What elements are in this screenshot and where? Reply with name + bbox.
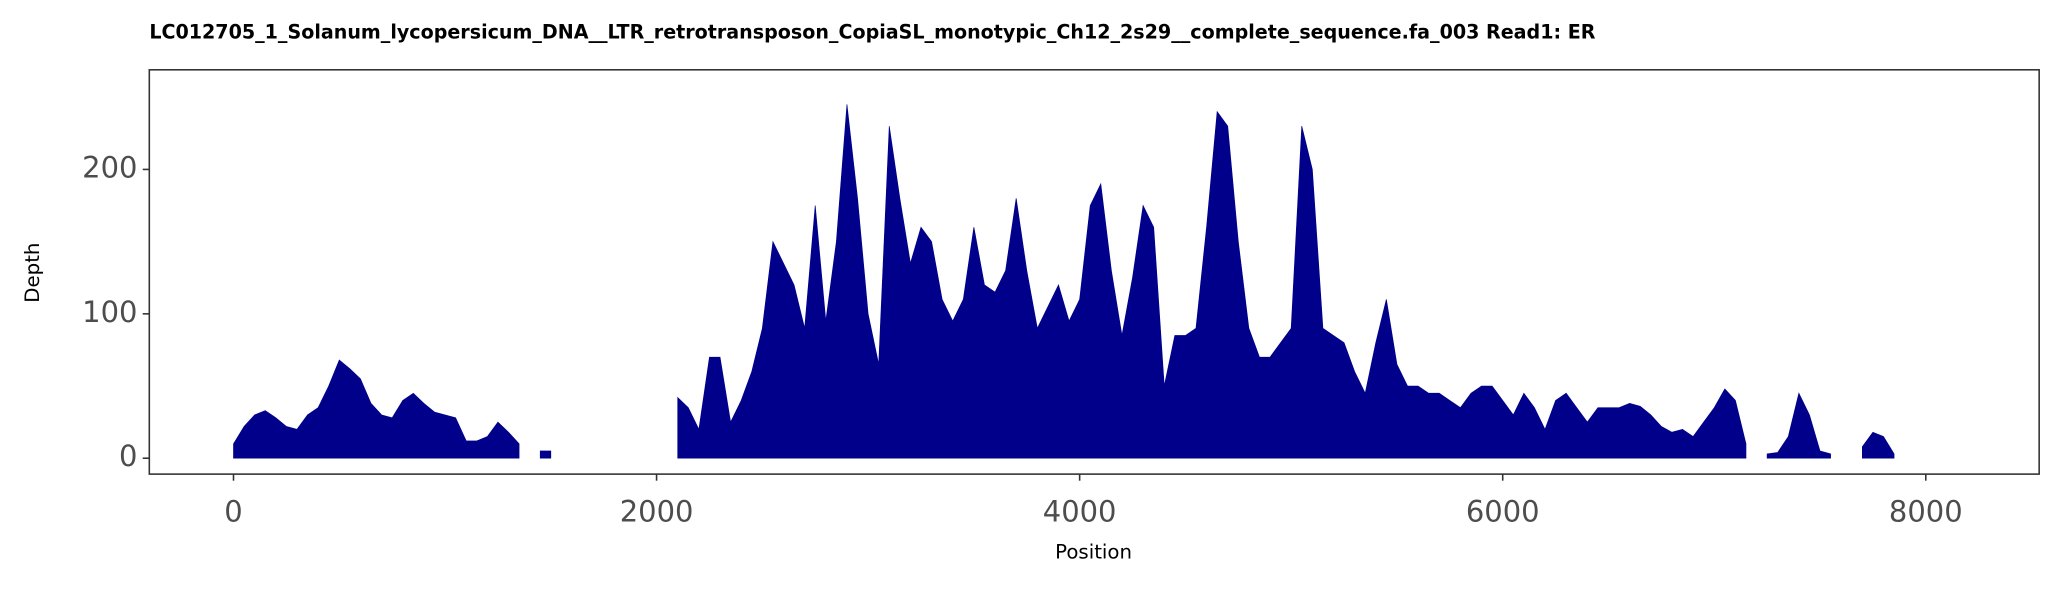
y-axis-label: Depth (21, 243, 44, 303)
x-axis-label: Position (1055, 541, 1132, 564)
y-tick-label: 0 (119, 439, 137, 473)
depth-area (1766, 392, 1831, 459)
x-tick-label: 0 (224, 495, 242, 529)
depth-area (233, 359, 520, 459)
chart-title: LC012705_1_Solanum_lycopersicum_DNA__LTR… (149, 20, 1595, 43)
y-tick-label: 100 (82, 295, 137, 329)
x-tick-label: 6000 (1466, 495, 1540, 529)
y-tick-label: 200 (82, 150, 137, 184)
panel-border (148, 69, 2040, 475)
x-tick-label: 2000 (620, 495, 694, 529)
x-tick-label: 4000 (1043, 495, 1117, 529)
depth-area (1861, 431, 1895, 459)
depth-area (539, 450, 552, 459)
depth-area (677, 104, 1747, 459)
x-tick-label: 8000 (1889, 495, 1963, 529)
